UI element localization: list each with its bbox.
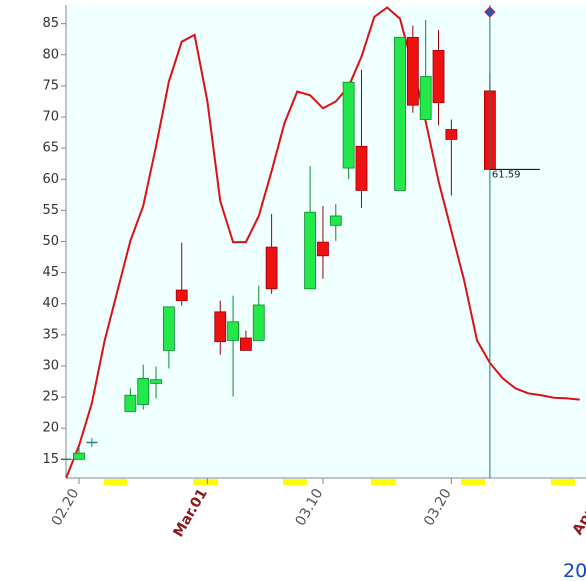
candle-body <box>175 289 188 302</box>
y-tick-label: 70 <box>42 110 59 125</box>
weekend-marker <box>551 479 575 485</box>
x-tick-label: 02.20 <box>49 486 83 529</box>
y-tick-label: 60 <box>42 172 59 187</box>
candle-body <box>162 306 175 351</box>
candle-body <box>317 241 329 257</box>
candle-body <box>304 211 317 290</box>
candle-body <box>265 246 278 290</box>
line-series <box>65 6 580 479</box>
y-tick-label: 55 <box>42 203 59 218</box>
y-tick-label: 35 <box>42 327 59 342</box>
y-tick-label: 45 <box>42 265 59 280</box>
y-tick-label: 40 <box>42 296 59 311</box>
candle-body <box>419 76 432 120</box>
candle-body <box>355 145 368 191</box>
y-tick-label: 75 <box>42 78 59 93</box>
candle-body <box>432 50 445 104</box>
price-label: 61.59 <box>492 169 521 180</box>
weekend-markers <box>104 479 575 485</box>
y-tick-label: 15 <box>42 452 59 467</box>
footer-text: 20 <box>563 560 586 581</box>
candle-body <box>406 36 419 106</box>
x-tick-label: 03.10 <box>293 486 327 529</box>
candle-body <box>137 378 150 405</box>
candle-body <box>329 215 342 226</box>
candle-body <box>394 36 406 191</box>
candle-body <box>342 81 355 169</box>
cursor-diamond <box>484 6 496 18</box>
y-tick-label: 65 <box>42 141 59 156</box>
weekend-marker <box>104 479 127 485</box>
x-tick-label: 03.20 <box>421 486 455 529</box>
candle-body <box>240 337 252 351</box>
y-tick-label: 20 <box>42 421 59 436</box>
plot-area <box>66 5 586 478</box>
weekend-marker <box>371 479 396 485</box>
weekend-marker <box>461 479 485 485</box>
weekend-marker <box>283 479 307 485</box>
candle-body <box>445 129 458 140</box>
x-tick-label: Apr.01 <box>570 486 586 538</box>
y-tick-label: 30 <box>42 358 59 373</box>
candle-body <box>227 321 239 341</box>
y-tick-label: 50 <box>42 234 59 249</box>
candle-body <box>252 304 265 341</box>
weekend-marker <box>193 479 218 485</box>
candle-body <box>214 311 227 343</box>
x-tick-label: Mar.01 <box>170 486 210 540</box>
candle-body <box>124 394 137 412</box>
y-tick-label: 80 <box>42 47 59 62</box>
candle-body <box>73 452 85 460</box>
candle-body <box>150 379 162 384</box>
y-tick-label: 25 <box>42 390 59 405</box>
y-tick-label: 85 <box>42 16 59 31</box>
